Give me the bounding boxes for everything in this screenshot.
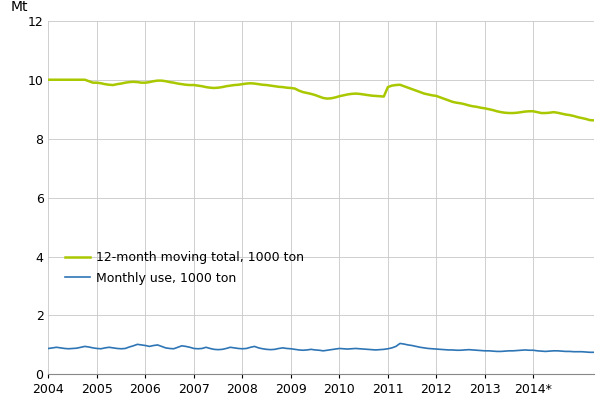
Line: 12-month moving total, 1000 ton: 12-month moving total, 1000 ton xyxy=(48,80,594,120)
Monthly use, 1000 ton xyxy=(562,349,569,354)
Monthly use, 1000 ton xyxy=(110,345,117,350)
12-month moving total, 1000 ton xyxy=(493,109,501,114)
Monthly use, 1000 ton xyxy=(590,350,598,355)
Monthly use, 1000 ton xyxy=(396,341,404,346)
Monthly use, 1000 ton xyxy=(586,350,593,355)
Monthly use, 1000 ton xyxy=(498,349,505,354)
Monthly use, 1000 ton xyxy=(493,349,501,354)
Legend: 12-month moving total, 1000 ton, Monthly use, 1000 ton: 12-month moving total, 1000 ton, Monthly… xyxy=(60,246,310,290)
Text: Mt: Mt xyxy=(10,0,28,14)
12-month moving total, 1000 ton xyxy=(255,82,262,87)
Monthly use, 1000 ton xyxy=(45,346,52,351)
12-month moving total, 1000 ton xyxy=(489,108,496,113)
Monthly use, 1000 ton xyxy=(255,345,262,350)
Line: Monthly use, 1000 ton: Monthly use, 1000 ton xyxy=(48,344,594,352)
12-month moving total, 1000 ton xyxy=(590,118,598,123)
12-month moving total, 1000 ton xyxy=(485,106,493,111)
Monthly use, 1000 ton xyxy=(489,349,496,354)
12-month moving total, 1000 ton xyxy=(110,82,117,87)
12-month moving total, 1000 ton xyxy=(558,111,565,116)
12-month moving total, 1000 ton xyxy=(45,77,52,82)
